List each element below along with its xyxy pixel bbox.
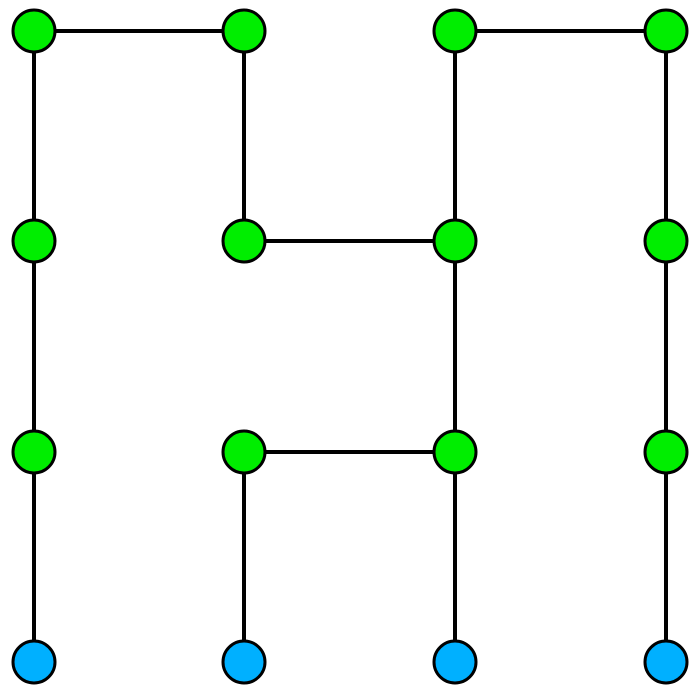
node-green-n02 <box>11 429 57 475</box>
node-green-n32 <box>643 429 689 475</box>
node-green-n20 <box>432 8 478 54</box>
node-green-n31 <box>643 218 689 264</box>
node-green-n12 <box>221 429 267 475</box>
node-green-n10 <box>221 8 267 54</box>
node-green-n11 <box>221 218 267 264</box>
node-green-n21 <box>432 218 478 264</box>
node-blue-n33 <box>643 639 689 685</box>
node-green-n01 <box>11 218 57 264</box>
node-blue-n23 <box>432 639 478 685</box>
node-blue-n03 <box>11 639 57 685</box>
node-blue-n13 <box>221 639 267 685</box>
node-green-n00 <box>11 8 57 54</box>
node-green-n22 <box>432 429 478 475</box>
node-green-n30 <box>643 8 689 54</box>
edges-layer <box>32 29 668 664</box>
nodes-layer <box>11 8 689 685</box>
